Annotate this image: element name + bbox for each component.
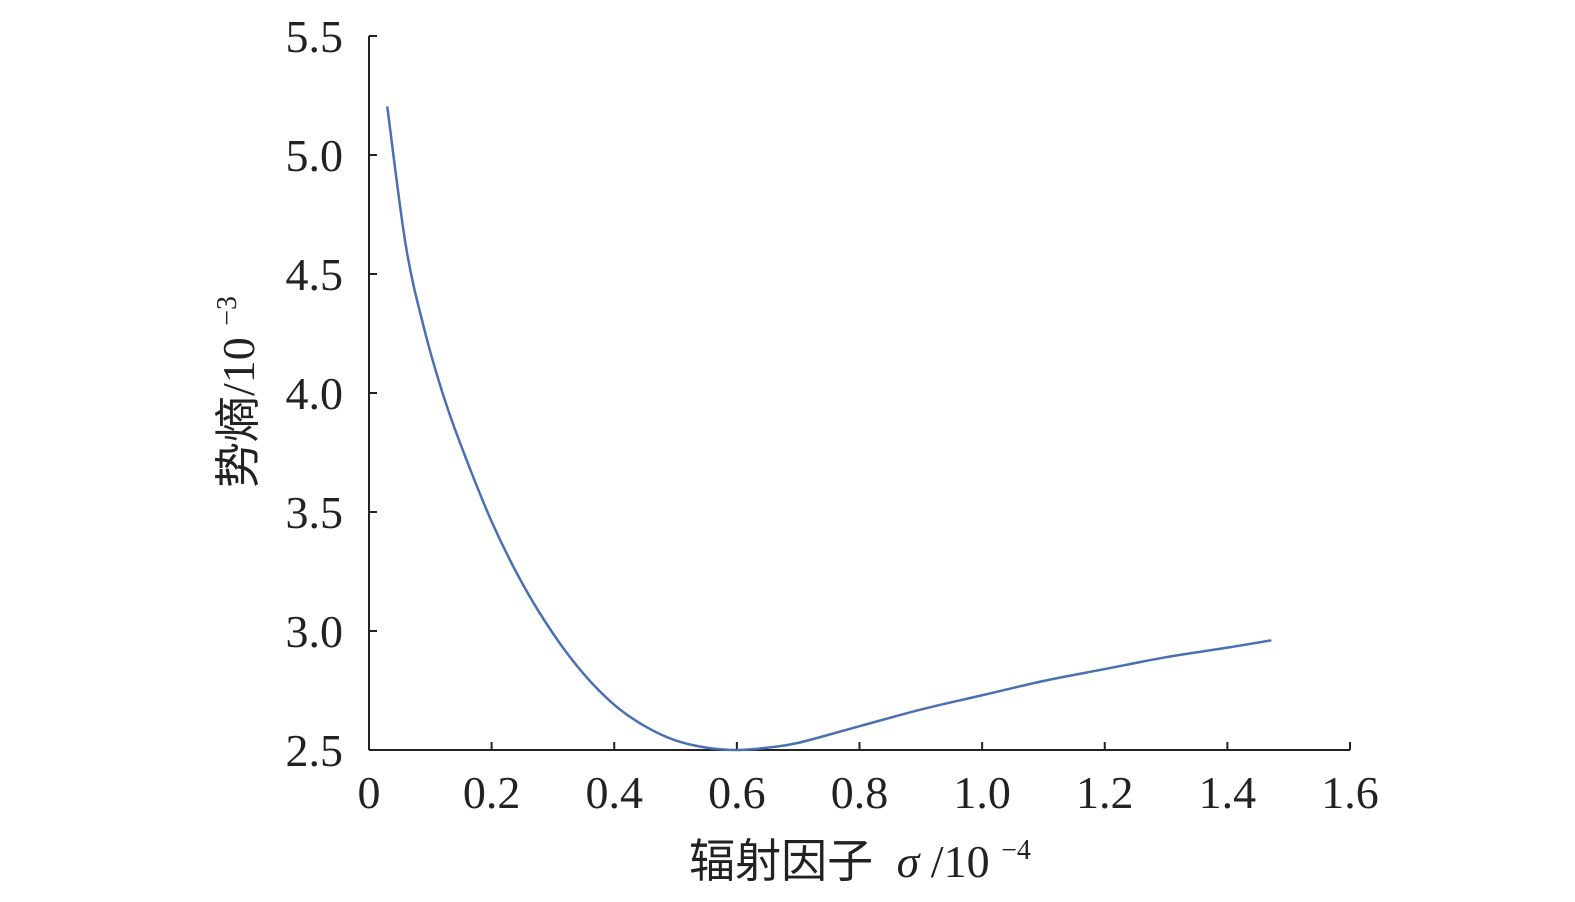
x-tick-label: 1.4 — [1199, 767, 1257, 818]
y-tick-label: 4.5 — [286, 249, 344, 300]
x-tick-label: 0.8 — [831, 767, 889, 818]
y-tick-label: 4.0 — [286, 368, 344, 419]
x-axis-title-exponent: −4 — [1001, 835, 1031, 866]
x-tick-label: 0.4 — [586, 767, 644, 818]
y-ticks: 2.5 3.0 3.5 4.0 4.5 5.0 5.5 — [286, 11, 377, 776]
series-line-0 — [386, 106, 1272, 752]
x-tick-label: 1.6 — [1321, 767, 1379, 818]
x-tick-label: 0.6 — [708, 767, 766, 818]
y-tick-label: 5.0 — [286, 130, 344, 181]
y-tick-label: 5.5 — [286, 11, 344, 62]
axes — [368, 36, 1350, 751]
y-tick-label: 3.5 — [286, 487, 344, 538]
x-tick-label: 0.2 — [463, 767, 521, 818]
x-axis-title-symbol: σ — [897, 836, 922, 887]
x-axis-title-main: 辐射因子 — [689, 836, 873, 887]
y-axis-title: 势熵/10 −3 — [212, 296, 264, 488]
y-tick-label: 3.0 — [286, 606, 344, 657]
y-axis-title-main: 势熵/10 — [213, 337, 264, 488]
plot-area — [386, 106, 1272, 752]
x-axis-title-unit: /10 — [931, 836, 990, 887]
x-tick-label: 1.0 — [953, 767, 1011, 818]
y-axis-title-exponent: −3 — [212, 296, 243, 326]
y-tick-label: 2.5 — [286, 725, 344, 776]
x-tick-label: 0 — [358, 767, 381, 818]
x-axis-title: 辐射因子 σ /10 −4 — [689, 835, 1031, 887]
x-tick-label: 1.2 — [1076, 767, 1134, 818]
x-ticks: 0 0.2 0.4 0.6 0.8 1.0 1.2 1.4 1.6 — [358, 742, 1379, 818]
